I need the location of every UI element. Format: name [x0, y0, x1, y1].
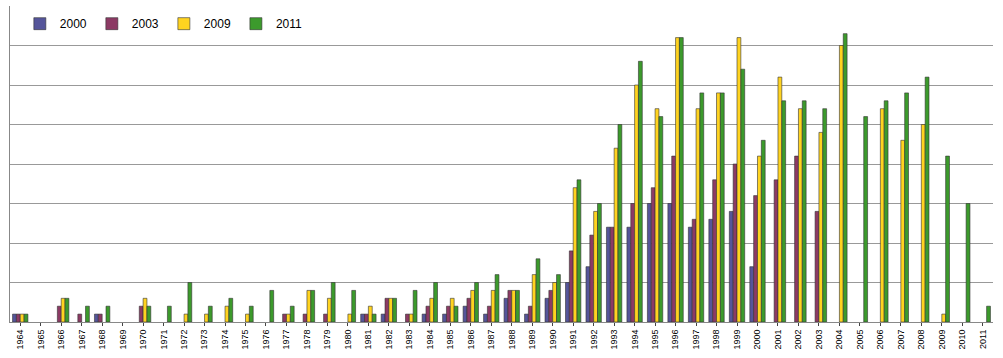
svg-text:2010: 2010	[957, 330, 967, 350]
svg-text:1995: 1995	[650, 330, 660, 350]
svg-text:2006: 2006	[875, 330, 885, 350]
svg-text:1975: 1975	[240, 330, 250, 350]
svg-text:1989: 1989	[527, 330, 537, 350]
svg-text:1971: 1971	[159, 330, 169, 350]
svg-text:2000: 2000	[60, 17, 87, 31]
svg-text:1966: 1966	[56, 330, 66, 350]
svg-text:1986: 1986	[466, 330, 476, 350]
svg-text:1982: 1982	[384, 330, 394, 350]
svg-text:2011: 2011	[978, 330, 988, 349]
svg-text:1974: 1974	[220, 330, 230, 350]
svg-text:1992: 1992	[589, 330, 599, 350]
svg-text:2004: 2004	[834, 330, 844, 350]
svg-text:2003: 2003	[132, 17, 159, 31]
svg-text:1973: 1973	[199, 330, 209, 350]
svg-text:1976: 1976	[261, 330, 271, 350]
svg-text:2008: 2008	[916, 330, 926, 350]
svg-text:1988: 1988	[507, 330, 517, 350]
svg-text:2002: 2002	[793, 330, 803, 350]
svg-text:2003: 2003	[814, 330, 824, 350]
svg-text:1991: 1991	[568, 330, 578, 350]
svg-text:1977: 1977	[281, 330, 291, 350]
svg-text:2007: 2007	[896, 330, 906, 350]
svg-text:1987: 1987	[486, 330, 496, 350]
svg-text:1978: 1978	[302, 330, 312, 350]
svg-text:1981: 1981	[363, 330, 373, 350]
svg-text:1998: 1998	[711, 330, 721, 350]
svg-text:1984: 1984	[425, 330, 435, 350]
svg-text:2011: 2011	[276, 17, 302, 31]
svg-text:2001: 2001	[773, 330, 783, 350]
svg-text:2005: 2005	[855, 330, 865, 350]
svg-text:1983: 1983	[404, 330, 414, 350]
svg-text:1994: 1994	[630, 330, 640, 350]
svg-text:1969: 1969	[118, 330, 128, 350]
svg-text:1968: 1968	[97, 330, 107, 350]
svg-text:1970: 1970	[138, 330, 148, 350]
svg-text:1964: 1964	[15, 330, 25, 350]
svg-text:1999: 1999	[732, 330, 742, 350]
svg-text:1980: 1980	[343, 330, 353, 350]
svg-text:1996: 1996	[670, 330, 680, 350]
svg-text:1990: 1990	[548, 330, 558, 350]
svg-text:1997: 1997	[691, 330, 701, 350]
svg-text:2009: 2009	[204, 17, 231, 31]
svg-text:1965: 1965	[36, 330, 46, 350]
svg-text:1985: 1985	[445, 330, 455, 350]
svg-text:2009: 2009	[937, 330, 947, 350]
svg-text:1967: 1967	[77, 330, 87, 350]
svg-text:1993: 1993	[609, 330, 619, 350]
svg-text:1979: 1979	[322, 330, 332, 350]
svg-text:2000: 2000	[752, 330, 762, 350]
svg-text:1972: 1972	[179, 330, 189, 350]
